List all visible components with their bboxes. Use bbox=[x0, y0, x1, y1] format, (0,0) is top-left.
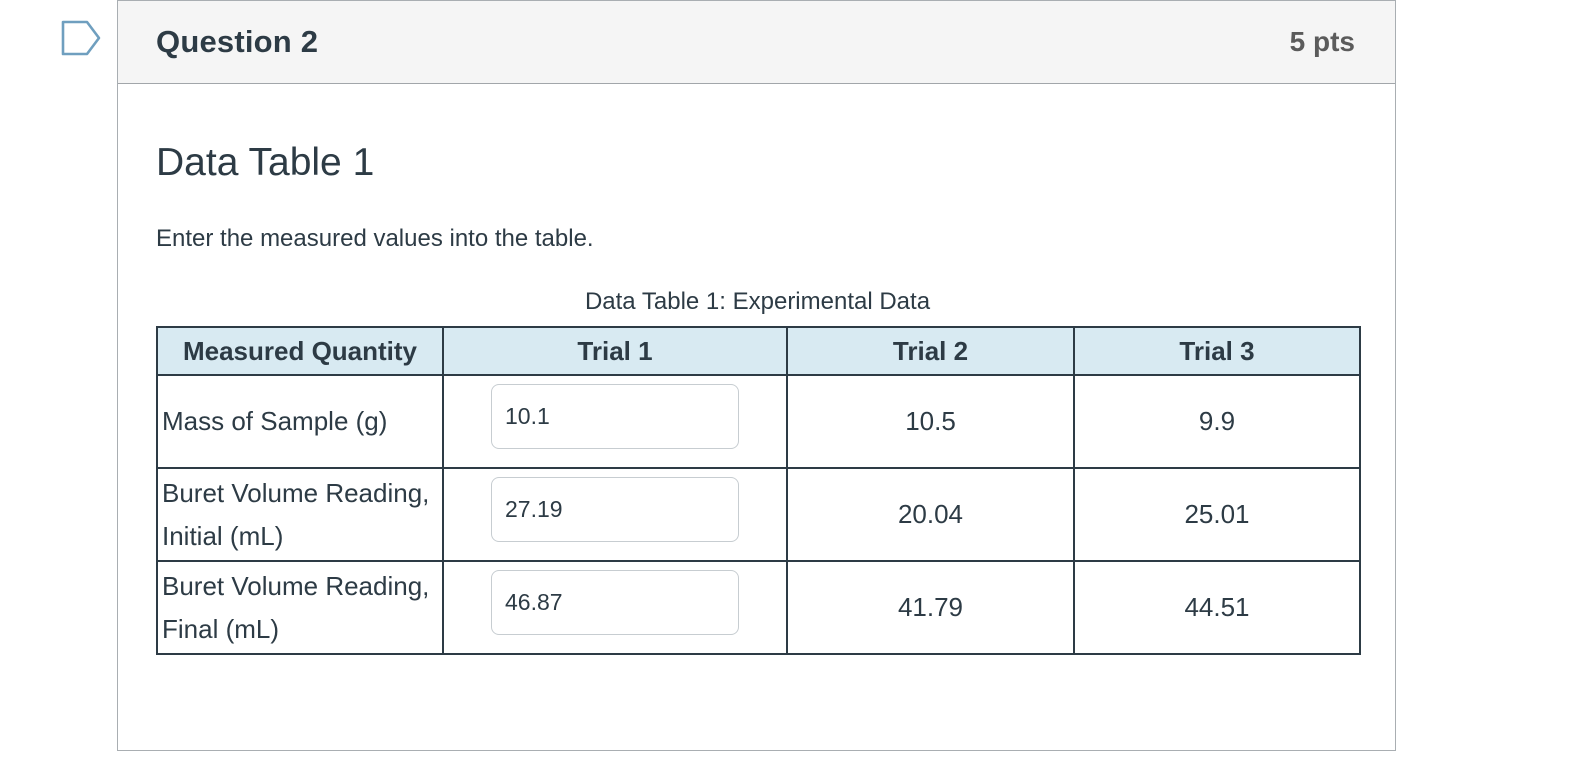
question-card: Question 2 5 pts Data Table 1 Enter the … bbox=[117, 0, 1396, 751]
table-row: Buret Volume Reading, Final (mL) 41.79 4… bbox=[156, 560, 1361, 655]
question-header: Question 2 5 pts bbox=[118, 1, 1395, 84]
trial2-value: 20.04 bbox=[786, 467, 1075, 562]
header-trial-2: Trial 2 bbox=[786, 326, 1075, 376]
trial3-value: 9.9 bbox=[1073, 374, 1361, 469]
trial1-input[interactable] bbox=[491, 477, 739, 542]
flag-question-icon[interactable] bbox=[60, 19, 102, 57]
flag-question-icon-svg bbox=[61, 20, 101, 56]
trial1-cell bbox=[442, 560, 788, 655]
table-header-row: Measured Quantity Trial 1 Trial 2 Trial … bbox=[156, 326, 1361, 376]
trial1-cell bbox=[442, 374, 788, 469]
table-row: Mass of Sample (g) 10.5 9.9 bbox=[156, 374, 1361, 469]
table-row: Buret Volume Reading, Initial (mL) 20.04… bbox=[156, 467, 1361, 562]
question-points: 5 pts bbox=[1289, 26, 1355, 57]
header-measured-quantity: Measured Quantity bbox=[156, 326, 444, 376]
experimental-data-table: Measured Quantity Trial 1 Trial 2 Trial … bbox=[156, 326, 1361, 655]
table-caption: Data Table 1: Experimental Data bbox=[584, 288, 931, 315]
row-label: Buret Volume Reading, Final (mL) bbox=[156, 560, 444, 655]
instruction-text: Enter the measured values into the table… bbox=[156, 225, 594, 252]
row-label: Mass of Sample (g) bbox=[156, 374, 444, 469]
header-trial-1: Trial 1 bbox=[442, 326, 788, 376]
row-label: Buret Volume Reading, Initial (mL) bbox=[156, 467, 444, 562]
trial3-value: 44.51 bbox=[1073, 560, 1361, 655]
trial3-value: 25.01 bbox=[1073, 467, 1361, 562]
trial1-input[interactable] bbox=[491, 570, 739, 635]
trial1-input[interactable] bbox=[491, 384, 739, 449]
trial2-value: 41.79 bbox=[786, 560, 1075, 655]
question-body: Data Table 1 Enter the measured values i… bbox=[118, 141, 1395, 655]
trial2-value: 10.5 bbox=[786, 374, 1075, 469]
header-trial-3: Trial 3 bbox=[1073, 326, 1361, 376]
content-heading: Data Table 1 bbox=[156, 141, 375, 184]
question-title: Question 2 bbox=[156, 24, 319, 59]
trial1-cell bbox=[442, 467, 788, 562]
